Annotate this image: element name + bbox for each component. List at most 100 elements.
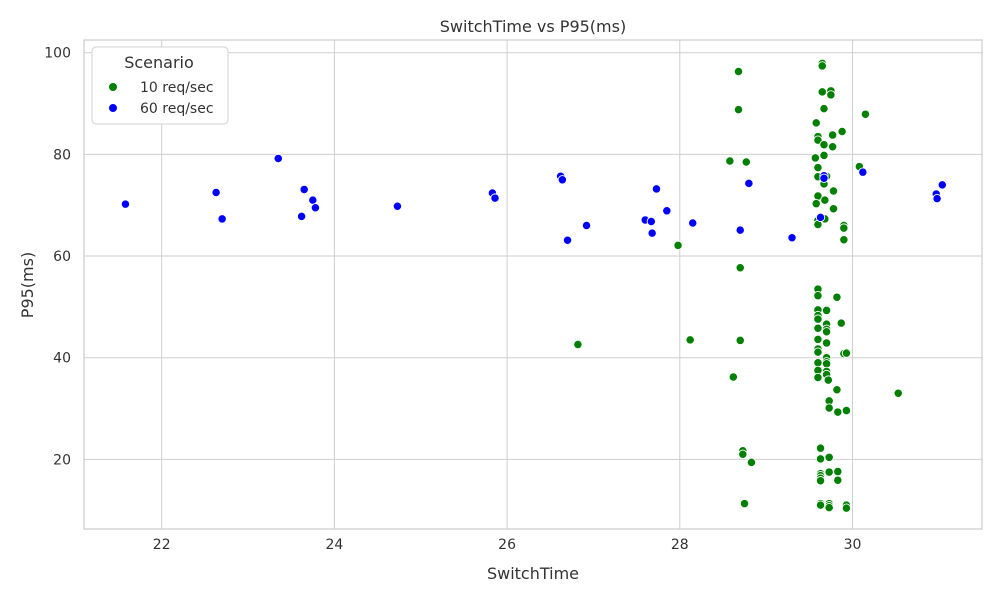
data-point-60-req-sec [310,203,321,213]
data-point-10-req-sec [841,348,852,358]
y-tick-label: 80 [53,147,71,163]
data-point-10-req-sec [673,240,683,251]
data-point-10-req-sec [735,335,745,346]
data-point-10-req-sec [893,388,903,398]
plot-frame [83,39,983,530]
data-point-60-req-sec [299,184,309,195]
data-point-10-req-sec [828,204,839,214]
points-layer [120,58,947,513]
data-point-60-req-sec [815,212,826,223]
data-point-60-req-sec [490,193,500,203]
data-point-10-req-sec [827,142,838,152]
data-point-10-req-sec [833,407,843,417]
data-point-60-req-sec [744,178,754,188]
data-point-10-req-sec [738,449,748,459]
data-point-10-req-sec [819,150,829,161]
y-tick-label: 20 [53,452,71,468]
legend-label-10-req-sec: 10 req/sec [140,80,214,96]
data-point-10-req-sec [813,135,823,145]
data-point-10-req-sec [728,372,738,382]
data-point-10-req-sec [837,126,847,137]
data-point-60-req-sec [308,195,318,205]
data-point-10-req-sec [832,385,842,395]
x-axis-label: SwitchTime [487,564,579,583]
legend: Scenario 10 req/sec 60 req/sec [91,46,229,125]
data-point-60-req-sec [819,173,829,183]
data-point-10-req-sec [817,87,827,97]
data-point-10-req-sec [813,347,823,357]
data-point-10-req-sec [810,153,821,163]
data-point-10-req-sec [828,186,839,196]
data-point-60-req-sec [646,216,656,227]
data-point-10-req-sec [819,103,829,114]
data-point-10-req-sec [813,358,823,368]
data-point-60-req-sec [932,193,942,204]
data-point-10-req-sec [746,457,757,468]
data-point-60-req-sec [688,218,698,228]
x-tick-label: 28 [671,537,689,553]
data-point-10-req-sec [813,372,823,383]
data-point-10-req-sec [733,104,744,115]
data-point-10-req-sec [821,305,832,316]
y-axis-label: P95(ms) [18,252,37,318]
data-point-60-req-sec [557,175,568,185]
data-point-10-req-sec [815,443,826,453]
y-tick-label: 60 [53,249,71,265]
data-point-10-req-sec [573,339,583,350]
data-point-60-req-sec [647,228,657,238]
data-point-10-req-sec [824,403,834,413]
data-point-10-req-sec [824,503,834,513]
data-point-60-req-sec [392,201,403,211]
data-point-10-req-sec [826,90,836,100]
data-point-10-req-sec [811,118,821,128]
x-tick-label: 24 [325,537,343,553]
data-point-10-req-sec [815,500,826,510]
data-point-10-req-sec [827,130,838,140]
data-point-10-req-sec [813,323,823,333]
data-point-10-req-sec [841,405,852,416]
data-point-10-req-sec [836,318,846,328]
data-point-10-req-sec [815,476,826,486]
data-point-60-req-sec [562,235,573,245]
data-point-10-req-sec [815,454,826,464]
data-point-10-req-sec [841,503,852,513]
data-point-10-req-sec [839,235,849,245]
data-point-10-req-sec [819,140,829,150]
chart-title: SwitchTime vs P95(ms) [440,17,626,36]
data-point-10-req-sec [839,223,849,233]
data-point-10-req-sec [821,338,832,348]
data-point-10-req-sec [832,292,842,302]
data-point-60-req-sec [662,206,672,216]
data-point-60-req-sec [651,184,662,194]
data-point-10-req-sec [735,263,745,273]
x-tick-label: 22 [153,537,171,553]
data-point-10-req-sec [813,162,823,173]
data-point-60-req-sec [211,187,221,198]
x-tick-label: 26 [498,537,516,553]
data-point-10-req-sec [733,66,744,77]
data-point-10-req-sec [860,109,871,119]
tick-layer: 22 24 26 28 30 20 40 60 80 100 [44,46,861,553]
legend-marker-60-req-sec [108,103,118,113]
data-point-60-req-sec [217,214,227,224]
y-tick-label: 40 [53,351,71,367]
data-point-10-req-sec [685,335,695,345]
legend-title: Scenario [124,53,194,72]
data-point-60-req-sec [858,167,868,177]
x-tick-label: 30 [844,537,862,553]
legend-box [91,46,229,125]
data-point-60-req-sec [581,220,592,231]
data-point-10-req-sec [821,327,832,337]
data-point-10-req-sec [833,475,843,485]
data-point-10-req-sec [741,157,751,167]
data-point-60-req-sec [787,233,797,243]
data-point-10-req-sec [739,498,750,509]
y-tick-label: 100 [44,46,71,62]
data-point-10-req-sec [820,195,830,205]
data-point-10-req-sec [725,156,735,166]
data-point-10-req-sec [813,291,823,301]
data-point-60-req-sec [735,225,745,235]
data-point-10-req-sec [813,334,823,345]
